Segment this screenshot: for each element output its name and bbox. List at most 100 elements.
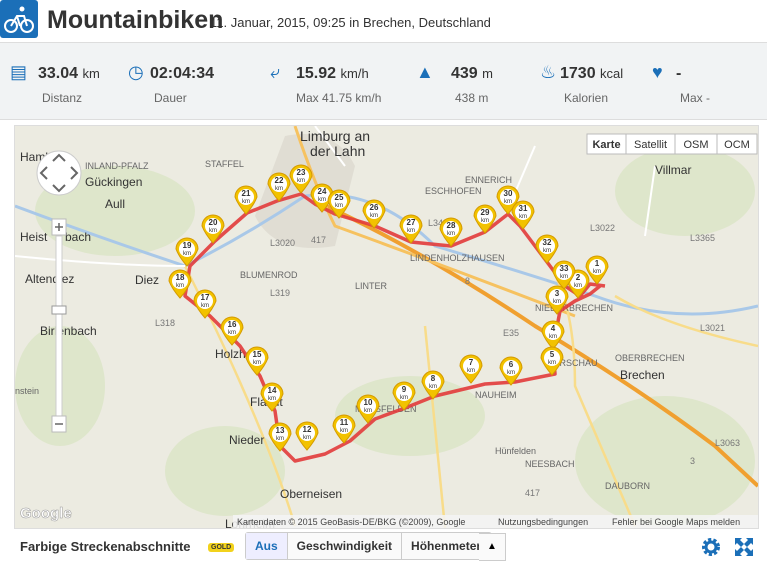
marker-number: 14 (268, 386, 277, 395)
segment-button[interactable]: Geschwindigkeit (287, 533, 403, 559)
marker-face (589, 259, 605, 275)
zoom-slider (55, 235, 63, 427)
stat: 02:04:34 Dauer (150, 65, 215, 105)
marker-number: 30 (504, 189, 513, 198)
place-label: NAUHEIM (475, 390, 517, 400)
map-type-label: OCM (724, 139, 750, 151)
marker-unit: km (242, 199, 250, 205)
km-marker: 9km (392, 381, 416, 411)
marker-unit: km (275, 186, 283, 192)
stat-label: 438 m (455, 91, 489, 105)
stat-value: 15.92 (296, 65, 337, 82)
marker-unit: km (335, 203, 343, 209)
marker-number: 7 (469, 358, 474, 367)
place-label: ESCHHOFEN (425, 186, 482, 196)
terms-link[interactable]: Nutzungsbedingungen (498, 517, 588, 527)
subtitle: 11. Januar, 2015, 09:25 in Brechen, Deut… (210, 15, 491, 30)
stat-value: 439 (451, 65, 478, 82)
marker-number: 20 (209, 218, 218, 227)
report-link[interactable]: Fehler bei Google Maps melden (612, 517, 740, 527)
stat-label: Max 41.75 km/h (296, 91, 382, 105)
marker-unit: km (297, 178, 305, 184)
attribution: Kartendaten © 2015 GeoBasis-DE/BKG (©200… (237, 517, 465, 527)
marker-face (249, 350, 265, 366)
marker-face (299, 425, 315, 441)
marker-unit: km (519, 214, 527, 220)
marker-face (539, 238, 555, 254)
marker-face (314, 187, 330, 203)
stats-bar: ▤ 33.04 km Distanz ◷ 02:04:34 Dauer ⤶ 15.92 km/… (0, 42, 767, 120)
place-label: Birlenbach (40, 324, 97, 338)
km-marker: 4km (541, 320, 565, 350)
title: Mountainbiken (47, 6, 224, 34)
settings-icon[interactable] (700, 536, 722, 558)
road-label: 3 (690, 456, 695, 466)
place-label: Heist (20, 230, 48, 244)
marker-unit: km (481, 218, 489, 224)
marker-unit: km (209, 228, 217, 234)
marker-number: 31 (519, 204, 528, 213)
marker-number: 4 (551, 324, 556, 333)
map-type-button[interactable] (716, 133, 758, 155)
road-label: E35 (503, 328, 519, 338)
stat-label: Dauer (154, 91, 187, 105)
segment-button[interactable]: Aus (246, 533, 288, 559)
place-label: WERSCHAU (545, 358, 598, 368)
attribution-bg (233, 515, 758, 528)
marker-number: 16 (228, 320, 237, 329)
marker-number: 24 (318, 187, 327, 196)
marker-unit: km (429, 384, 437, 390)
stat-icon: ♥ (652, 62, 663, 82)
marker-face (293, 168, 309, 184)
footer: Farbige Streckenabschnitte GOLD Aus Gesch… (0, 528, 767, 571)
place-label: Nieder (229, 433, 264, 447)
marker-face (238, 189, 254, 205)
marker-unit: km (253, 360, 261, 366)
map-type-label: Karte (592, 139, 620, 151)
km-marker: 3km (545, 285, 569, 315)
dropdown-arrow[interactable]: ▲ (479, 533, 506, 561)
marker-face (545, 324, 561, 340)
road-label: 8 (465, 276, 470, 286)
place-label: NIEDERBRECHEN (535, 303, 613, 313)
marker-unit: km (543, 248, 551, 254)
stat-value: 02:04:34 (150, 65, 215, 82)
marker-number: 18 (176, 273, 185, 282)
stat-unit: km (82, 66, 100, 81)
road-label: 417 (311, 235, 326, 245)
stat-icon: ◷ (128, 62, 144, 82)
marker-face (331, 193, 347, 209)
forest-area (615, 146, 755, 236)
road-label: L3020 (270, 238, 295, 248)
place-label: Altendiez (25, 272, 74, 286)
km-marker: 8km (421, 370, 445, 400)
fullscreen-icon[interactable] (733, 536, 755, 558)
marker-face (503, 360, 519, 376)
place-label: MENSFELDEN (355, 404, 417, 414)
marker-number: 3 (555, 289, 560, 298)
map-type-label: Satellit (634, 139, 667, 151)
marker-number: 17 (201, 293, 210, 302)
stat-icon: ▲ (416, 62, 434, 82)
place-label: ENNERICH (465, 175, 512, 185)
marker-face (360, 398, 376, 414)
road (183, 245, 758, 528)
pan-control[interactable] (36, 150, 82, 196)
zoom-in-icon (55, 223, 63, 231)
km-marker: 1km (585, 255, 609, 285)
segment-buttons: Aus Geschwindigkeit Höhenmeter (245, 532, 493, 560)
marker-number: 15 (253, 350, 262, 359)
marker-face (271, 176, 287, 192)
forest-area (165, 426, 285, 516)
marker-unit: km (548, 360, 556, 366)
segment-button[interactable]: Höhenmeter (402, 533, 492, 559)
marker-unit: km (276, 436, 284, 442)
stat-value: 1730 (560, 65, 596, 82)
